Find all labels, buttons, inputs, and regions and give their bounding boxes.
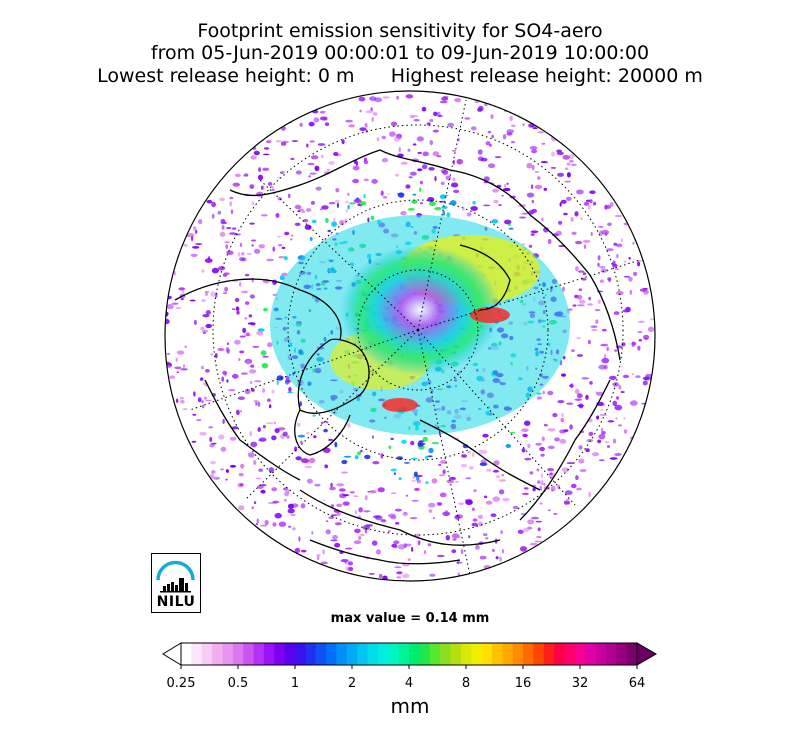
- colorbar-segment: [491, 643, 503, 665]
- colorbar-segment: [409, 643, 420, 665]
- colorbar-tick-label: 2: [347, 676, 357, 691]
- colorbar-segment: [450, 643, 462, 665]
- colorbar-segment: [460, 643, 472, 665]
- coastlines: [174, 149, 621, 565]
- field-red-spot: [470, 307, 510, 323]
- graticule: [189, 99, 641, 576]
- colorbar-tick-label: 0.5: [227, 676, 249, 691]
- colorbar-segment: [284, 643, 296, 665]
- colorbar-segment: [543, 643, 555, 665]
- colorbar-segment: [605, 643, 617, 665]
- colorbar-tick-label: 4: [404, 676, 414, 691]
- colorbar-segment: [512, 643, 524, 665]
- colorbar-segment: [626, 643, 638, 665]
- nilu-logo-text: NILU: [156, 594, 196, 610]
- colorbar-segment: [388, 643, 400, 665]
- colorbar-segment: [326, 643, 337, 665]
- colorbar-segment: [440, 643, 451, 665]
- colorbar-segment: [367, 643, 379, 665]
- colorbar-segment: [336, 643, 348, 665]
- colorbar-segment: [263, 643, 275, 665]
- colorbar-segment: [595, 643, 607, 665]
- colorbar-tick-label: 64: [628, 676, 646, 691]
- title-line-1: Footprint emission sensitivity for SO4-a…: [197, 20, 603, 42]
- field-red-spot-2: [382, 398, 418, 412]
- colorbar-tick-label: 0.25: [166, 676, 196, 691]
- colorbar-segment: [471, 643, 482, 665]
- colorbar-segment: [398, 643, 410, 665]
- sensitivity-field: [165, 94, 655, 581]
- field-core: [340, 245, 500, 375]
- colorbar-segment: [564, 643, 576, 665]
- title-line-2: from 05-Jun-2019 00:00:01 to 09-Jun-2019…: [150, 42, 650, 64]
- colorbar-segment: [232, 643, 244, 665]
- colorbar-under-arrow: [162, 642, 182, 666]
- colorbar-segment: [574, 643, 586, 665]
- colorbar-over-arrow: [636, 642, 657, 666]
- colorbar-segment: [253, 643, 265, 665]
- colorbar-segment: [346, 643, 358, 665]
- colorbar-unit: mm: [390, 694, 430, 718]
- colorbar-tick-label: 16: [514, 676, 532, 691]
- colorbar-segment: [554, 643, 565, 665]
- colorbar-segment: [523, 643, 534, 665]
- globe-outline: [164, 90, 656, 582]
- colorbar-segment: [429, 643, 441, 665]
- colorbar-segment: [315, 643, 327, 665]
- max-value-label: max value = 0.14 mm: [330, 611, 490, 626]
- colorbar-segment: [533, 643, 545, 665]
- colorbar-segment: [191, 643, 203, 665]
- colorbar-segment: [616, 643, 628, 665]
- colorbar-segment: [419, 643, 431, 665]
- colorbar-segment: [222, 643, 234, 665]
- colorbar-segment: [357, 643, 368, 665]
- title-line-3: Lowest release height: 0 m Highest relea…: [97, 65, 703, 87]
- colorbar-segment: [181, 643, 192, 665]
- nilu-logo: NILU: [151, 553, 201, 613]
- colorbar-segment: [481, 643, 493, 665]
- colorbar-segment: [201, 643, 213, 665]
- colorbar-segment: [295, 643, 306, 665]
- colorbar-tick-label: 32: [571, 676, 589, 691]
- colorbar-tick-label: 1: [290, 676, 300, 691]
- colorbar-segment: [212, 643, 223, 665]
- colorbar-segment: [305, 643, 317, 665]
- colorbar-segment: [502, 643, 514, 665]
- colorbar-tick-label: 8: [461, 676, 471, 691]
- nilu-logo-icon: [156, 560, 195, 593]
- colorbar-segment: [585, 643, 596, 665]
- colorbar-segment: [377, 643, 389, 665]
- colorbar-segment: [243, 643, 254, 665]
- colorbar-segment: [274, 643, 286, 665]
